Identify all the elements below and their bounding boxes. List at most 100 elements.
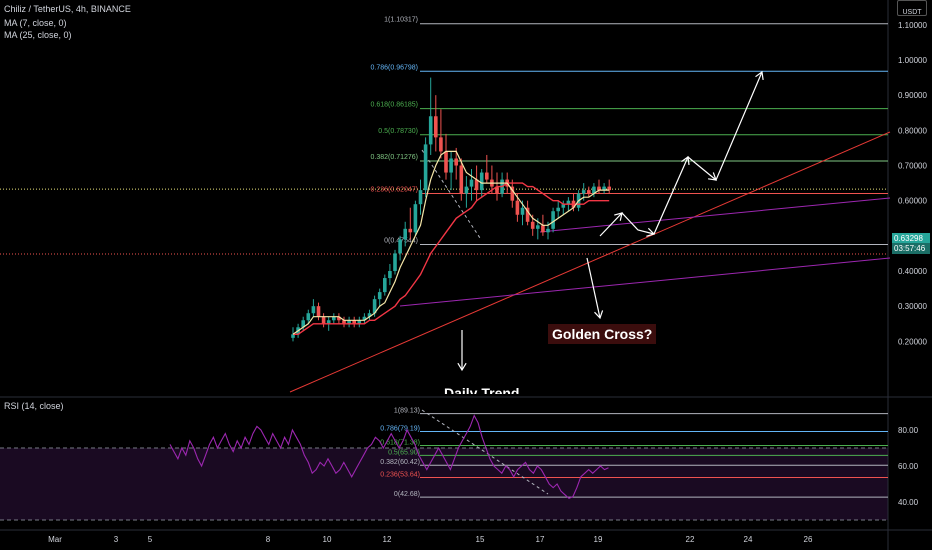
channel-lower-line (399, 257, 891, 307)
candle-body (311, 306, 316, 314)
candle-body (418, 190, 423, 205)
candle-body (587, 190, 591, 194)
rsi-fib-level-label: 0(42.68) (394, 491, 420, 498)
rsi-fib-level-label: 0.786(79.19) (380, 425, 420, 432)
candle-body (428, 116, 433, 145)
daily-trend-pointer-head (457, 362, 467, 372)
projection-arrowhead (646, 227, 656, 237)
symbol-title: Chiliz / TetherUS, 4h, BINANCE (4, 4, 131, 14)
rsi-legend[interactable]: RSI (14, close) (4, 401, 64, 411)
candle-body (408, 228, 413, 233)
golden-cross-pointer (586, 257, 601, 319)
x-tick-label: 12 (383, 535, 392, 544)
golden-cross-pointer-head (594, 310, 604, 320)
rsi-fib-level-label: 0.382(60.42) (380, 459, 420, 466)
candle-body (413, 204, 418, 233)
candle-body (597, 186, 601, 191)
x-tick-label: 26 (804, 535, 813, 544)
fib-level-label: 0.236(0.62047) (371, 186, 418, 193)
candle-body (541, 225, 545, 233)
candle-body (485, 172, 489, 180)
candle-body (316, 306, 321, 317)
candle-body (459, 165, 464, 194)
y-tick-label: 1.10000 (898, 21, 927, 30)
candle-body (398, 239, 402, 254)
last-price-tag: 0.63298 (892, 233, 930, 244)
y-tick-label: 0.60000 (898, 197, 927, 206)
rsi-line (169, 414, 609, 500)
fib-level-label: 0.5(0.78730) (378, 128, 418, 135)
channel-upper-line (539, 197, 891, 233)
x-tick-label: 24 (744, 535, 753, 544)
daily-trend-annotation: Daily Trend (444, 386, 520, 394)
x-tick-label: 3 (114, 535, 119, 544)
candle-body (367, 313, 372, 317)
x-tick-label: 15 (476, 535, 485, 544)
candle-body (581, 190, 586, 194)
ma25-line (293, 182, 610, 335)
candle-body (301, 320, 305, 328)
y-tick-label: 0.40000 (898, 267, 927, 276)
candle-body (561, 204, 566, 208)
candle-body (592, 186, 596, 194)
candle-body (306, 313, 311, 321)
candle-body (510, 186, 515, 201)
y-tick-label: 0.20000 (898, 337, 927, 346)
candle-body (479, 172, 484, 191)
candle-body (357, 320, 362, 324)
candle-body (403, 228, 407, 240)
candle-body (520, 207, 525, 215)
candle-body (321, 316, 326, 324)
candle-body (556, 207, 560, 212)
candle-body (388, 271, 392, 279)
rsi-fib-level-label: 0.236(53.64) (380, 471, 420, 478)
ma7-line (292, 150, 610, 335)
candle-body (464, 186, 469, 194)
candle-body (377, 292, 382, 300)
x-tick-label: 8 (266, 535, 271, 544)
x-tick-label: 19 (594, 535, 603, 544)
y-tick-label: 1.00000 (898, 56, 927, 65)
projection-arrowhead (755, 70, 764, 81)
rsi-fib-level-label: 0.618(71.38) (380, 440, 420, 447)
projection-arrowhead (707, 172, 717, 181)
trendline-red (289, 131, 891, 393)
x-tick-label: 22 (686, 535, 695, 544)
ma25-legend[interactable]: MA (25, close, 0) (4, 30, 72, 40)
candle-body (291, 334, 295, 338)
ma7-legend[interactable]: MA (7, close, 0) (4, 18, 67, 28)
candle-body (337, 316, 341, 321)
rsi-y-tick-label: 60.00 (898, 462, 919, 471)
projection-arrowhead (614, 212, 623, 221)
rsi-band-fill (0, 448, 888, 520)
y-tick-label: 0.90000 (898, 91, 927, 100)
x-tick-label: 17 (536, 535, 545, 544)
candle-body (444, 151, 448, 173)
candle-body (393, 253, 397, 272)
candle-body (352, 320, 356, 324)
y-tick-label: 0.30000 (898, 302, 927, 311)
projection-arrowhead (681, 155, 690, 166)
projection-path (599, 71, 763, 237)
golden-cross-annotation: Golden Cross? (548, 324, 657, 344)
candle-body (332, 316, 336, 321)
candle-body (423, 144, 428, 191)
candle-body (372, 299, 377, 314)
candle-body (474, 179, 479, 191)
fib-level-label: 0.382(0.71276) (371, 154, 418, 161)
currency-badge[interactable]: USDT (897, 0, 927, 16)
candle-body (454, 158, 458, 166)
x-tick-label: Mar (48, 535, 62, 544)
candle-body (434, 116, 438, 138)
candle-body (525, 207, 530, 222)
candle-body (546, 228, 550, 233)
candle-body (536, 225, 540, 229)
candle-body (566, 200, 571, 205)
fib-level-label: 0.618(0.86185) (371, 102, 418, 109)
candle-body (602, 186, 606, 191)
rsi-y-tick-label: 40.00 (898, 498, 919, 507)
candle-body (383, 278, 387, 293)
countdown-tag: 03:57:46 (892, 243, 930, 254)
currency-label: USDT (902, 9, 922, 16)
